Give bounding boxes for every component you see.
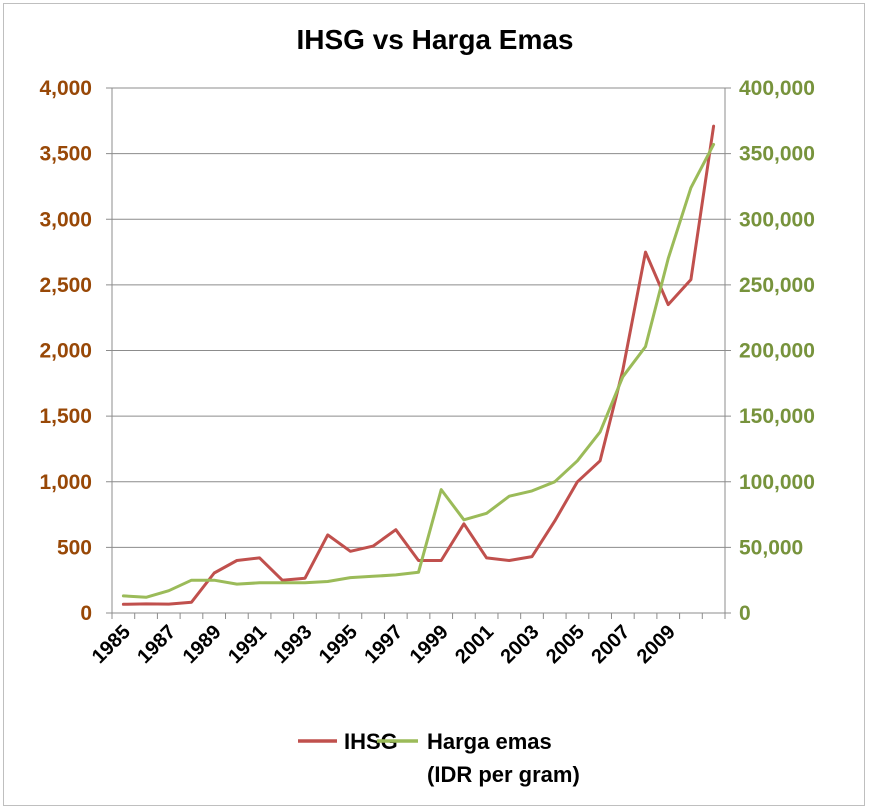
x-tick-label: 2007 xyxy=(587,621,634,668)
gridlines xyxy=(112,87,725,548)
tick-labels: 0 0 500 50,000 1,000 100,000 1,500 150,000 2,000… xyxy=(39,77,814,668)
y-left-tick-label: 500 xyxy=(57,536,92,559)
y-left-tick-label: 2,000 xyxy=(39,340,92,363)
x-tick-label: 1995 xyxy=(315,621,362,668)
y-right-tick-label: 200,000 xyxy=(739,340,815,363)
y-left-tick-label: 0 xyxy=(80,602,92,625)
legend: IHSG Harga emas (IDR per gram) xyxy=(298,729,580,787)
y-left-tick-label: 1,500 xyxy=(39,405,92,428)
x-tick-label: 1993 xyxy=(269,621,316,668)
y-left-tick-label: 4,000 xyxy=(39,77,92,100)
y-right-tick-label: 250,000 xyxy=(739,274,815,297)
x-tick-label: 1999 xyxy=(406,621,453,668)
y-left-tick-label: 1,000 xyxy=(39,471,92,494)
x-tick-label: 1989 xyxy=(179,621,226,668)
y-right-tick-label: 150,000 xyxy=(739,405,815,428)
y-right-tick-label: 300,000 xyxy=(739,208,815,231)
y-right-tick-label: 0 xyxy=(739,602,751,625)
x-tick-label: 1987 xyxy=(133,621,180,668)
series-lines xyxy=(121,124,716,606)
y-right-tick-label: 400,000 xyxy=(739,77,815,100)
legend-label-harga-emas: Harga emas xyxy=(427,729,552,754)
x-tick-label: 1997 xyxy=(360,621,407,668)
y-right-tick-label: 350,000 xyxy=(739,143,815,166)
x-tick-label: 2001 xyxy=(451,621,498,668)
series-line-harga-emas xyxy=(121,142,716,599)
x-tick-label: 2003 xyxy=(497,621,544,668)
chart-title: IHSG vs Harga Emas xyxy=(296,24,573,55)
y-right-tick-label: 100,000 xyxy=(739,471,815,494)
x-tick-label: 2009 xyxy=(633,621,680,668)
chart-frame xyxy=(3,3,865,806)
legend-label-harga-emas-unit: (IDR per gram) xyxy=(427,762,580,787)
x-tick-label: 2005 xyxy=(542,621,589,668)
axes xyxy=(106,87,731,619)
y-right-tick-label: 50,000 xyxy=(739,536,803,559)
x-tick-label: 1991 xyxy=(224,621,271,668)
y-left-tick-label: 3,500 xyxy=(39,143,92,166)
y-left-tick-label: 2,500 xyxy=(39,274,92,297)
series-line-ihsg xyxy=(121,124,716,606)
y-left-tick-label: 3,000 xyxy=(39,208,92,231)
x-tick-label: 1985 xyxy=(88,621,135,668)
